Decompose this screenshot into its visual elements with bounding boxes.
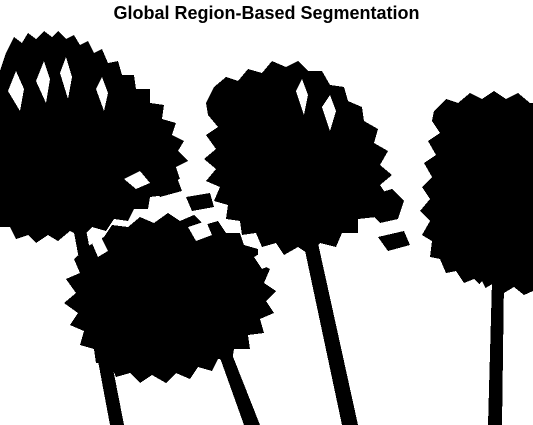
petal-gap bbox=[92, 235, 108, 257]
right-flower-head bbox=[420, 91, 533, 295]
figure-title: Global Region-Based Segmentation bbox=[113, 3, 420, 23]
petal-gap bbox=[188, 221, 212, 241]
petal-gap bbox=[398, 253, 414, 267]
petal-fragment bbox=[368, 189, 404, 223]
petal-gap bbox=[474, 281, 488, 301]
lower-flower-stem bbox=[214, 339, 260, 425]
petal-gap bbox=[124, 171, 150, 189]
foreground-mask bbox=[0, 31, 533, 425]
petal-gap bbox=[36, 61, 50, 103]
petal-gap bbox=[96, 77, 108, 111]
mask-gaps bbox=[8, 57, 488, 301]
petal-fragment bbox=[378, 231, 410, 251]
petal-fragment bbox=[150, 175, 182, 197]
petal-gap bbox=[254, 249, 276, 269]
right-flower-stem bbox=[488, 281, 504, 425]
petal-gap bbox=[296, 79, 308, 115]
segmentation-image bbox=[0, 31, 533, 425]
petal-gap bbox=[322, 95, 336, 131]
center-flower-stem bbox=[300, 225, 358, 425]
petal-fragment bbox=[186, 193, 214, 211]
petal-gap bbox=[60, 57, 72, 99]
center-flower-head bbox=[204, 61, 392, 255]
petal-gap bbox=[8, 71, 24, 111]
